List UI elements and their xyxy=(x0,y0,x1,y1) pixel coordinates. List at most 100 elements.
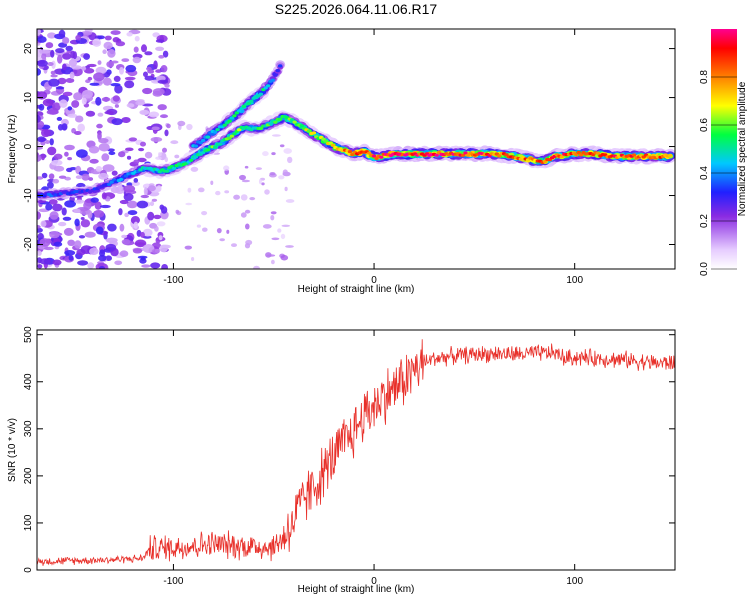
spectrogram-noise-blob xyxy=(233,194,241,200)
spectrogram-ridge-mark xyxy=(299,124,304,128)
spectrogram-noise-blob xyxy=(240,212,247,218)
spectrogram-noise-blob xyxy=(73,208,81,213)
spectrogram-noise-blob xyxy=(142,228,153,237)
spectrogram-noise-blob xyxy=(144,75,155,81)
spectrogram-branch-mark xyxy=(241,104,247,108)
spectrogram-noise-blob xyxy=(49,231,60,239)
spectrogram-noise-blob xyxy=(64,151,69,157)
spectrogram-branch-mark xyxy=(249,99,254,103)
spectrogram-noise-blob xyxy=(147,185,156,192)
spectrogram-noise-blob xyxy=(152,32,160,38)
spectrogram-noise-blob xyxy=(98,254,107,262)
spectrogram-noise-blob xyxy=(81,97,87,105)
spectrogram-noise-blob xyxy=(87,210,93,219)
spectrogram-noise-blob xyxy=(82,89,93,99)
spectrogram-noise-blob xyxy=(90,197,99,203)
spectrogram-noise-blob xyxy=(126,103,135,108)
spectrogram-noise-blob xyxy=(210,180,214,185)
spectrogram-noise-blob xyxy=(48,199,58,205)
spectrogram-noise-blob xyxy=(198,187,205,193)
spectrogram-branch-mark xyxy=(278,64,283,68)
spectrogram-noise-blob xyxy=(37,36,47,43)
x-tick-label: 100 xyxy=(566,576,583,587)
spectrogram-noise-blob xyxy=(231,243,237,248)
spectrogram-noise-blob xyxy=(142,103,154,107)
spectrogram-branch-mark xyxy=(193,144,199,148)
spectrogram-noise-blob xyxy=(62,91,73,97)
spectrogram-noise-blob xyxy=(255,167,262,171)
spectrogram-noise-blob xyxy=(119,250,129,257)
spectrogram-branch-mark xyxy=(263,86,268,90)
spectrogram-noise-blob xyxy=(98,143,110,152)
spectrogram-noise-blob xyxy=(88,177,94,181)
spectrogram-noise-blob xyxy=(133,221,139,229)
spectrogram-noise-blob xyxy=(121,58,130,62)
spectrogram-ridge-mark xyxy=(306,129,312,133)
spectrogram-noise-blob xyxy=(47,146,57,156)
spectrogram-noise-blob xyxy=(160,114,168,119)
spectrogram-noise-blob xyxy=(270,211,277,215)
spectrogram-noise-blob xyxy=(93,72,105,82)
spectrogram-noise-blob xyxy=(272,134,281,137)
spectrogram-noise-blob xyxy=(121,234,128,239)
spectrogram-noise-blob xyxy=(87,76,93,81)
spectrogram-noise-blob xyxy=(37,227,43,233)
spectrogram-noise-blob xyxy=(71,100,80,108)
spectrogram-noise-blob xyxy=(175,209,180,214)
spectrogram-noise-blob xyxy=(133,178,139,183)
spectrogram-noise-blob xyxy=(47,32,57,39)
spectrogram-noise-blob xyxy=(270,215,275,221)
spectrogram-ridge-mark xyxy=(292,120,297,124)
y-tick-label: 20 xyxy=(23,43,34,55)
spectrogram-noise-blob xyxy=(63,227,74,236)
spectrogram-ridge-mark xyxy=(323,139,329,143)
spectrogram-noise-blob xyxy=(68,59,78,67)
spectrogram-noise-blob xyxy=(119,67,124,75)
spectrogram-noise-blob xyxy=(50,74,58,78)
spectrogram-noise-blob xyxy=(244,209,251,214)
spectrogram-ridge-mark xyxy=(193,155,199,159)
spectrogram-noise-blob xyxy=(103,41,113,50)
spectrogram-noise-blob xyxy=(224,190,230,194)
spectrogram-noise-blob xyxy=(38,137,47,142)
spectrogram-noise-blob xyxy=(131,181,140,186)
spectrogram-noise-blob xyxy=(40,220,47,228)
spectrogram-y-axis: -20 -10 0 10 20 xyxy=(23,43,675,252)
spectrogram-noise-blob xyxy=(119,199,129,205)
spectrogram-noise-blob xyxy=(115,41,126,47)
spectrogram-noise-blob xyxy=(76,149,88,158)
spectrogram-noise-blob xyxy=(77,123,85,132)
spectrogram-noise-blob xyxy=(132,248,143,254)
spectrogram-ridge-mark xyxy=(328,141,333,145)
spectrogram-noise-blob xyxy=(83,201,92,211)
spectrogram-noise-blob xyxy=(164,129,169,137)
spectrogram-y-label: Frequency (Hz) xyxy=(7,115,18,184)
spectrogram-ridge-mark xyxy=(434,153,439,157)
spectrogram-noise-blob xyxy=(215,190,221,196)
spectrogram-noise-blob xyxy=(98,172,109,180)
spectrogram-noise-blob xyxy=(37,154,42,162)
spectrogram-branch-mark xyxy=(213,130,218,134)
spectrogram-ridge-mark xyxy=(138,168,143,172)
spectrogram-noise-blob xyxy=(70,50,76,59)
spectrogram-noise-blob xyxy=(110,83,121,87)
spectrogram-noise-blob xyxy=(187,187,192,193)
spectrogram-noise-blob xyxy=(53,241,63,247)
spectrogram-noise-blob xyxy=(104,110,114,115)
spectrogram-ridge-mark xyxy=(559,155,564,159)
spectrogram-ridge-mark xyxy=(268,121,273,126)
spectrogram-noise-blob xyxy=(95,226,104,235)
spectrogram-noise-blob xyxy=(58,29,66,38)
spectrogram-noise-blob xyxy=(141,44,147,53)
spectrogram-noise-blob xyxy=(155,39,165,43)
spectrogram-noise-blob xyxy=(45,140,50,144)
spectrogram-ridge-mark xyxy=(273,120,278,124)
spectrogram-noise-blob xyxy=(132,56,141,64)
spectrogram-ridge-mark xyxy=(278,117,283,121)
spectrogram-noise-blob xyxy=(99,249,106,257)
spectrogram-noise-blob xyxy=(57,54,63,64)
spectrogram-noise-blob xyxy=(37,250,42,256)
spectrogram-noise-blob xyxy=(39,258,51,265)
spectrogram-noise-blob xyxy=(83,53,90,60)
y-tick-label: 10 xyxy=(23,92,34,104)
